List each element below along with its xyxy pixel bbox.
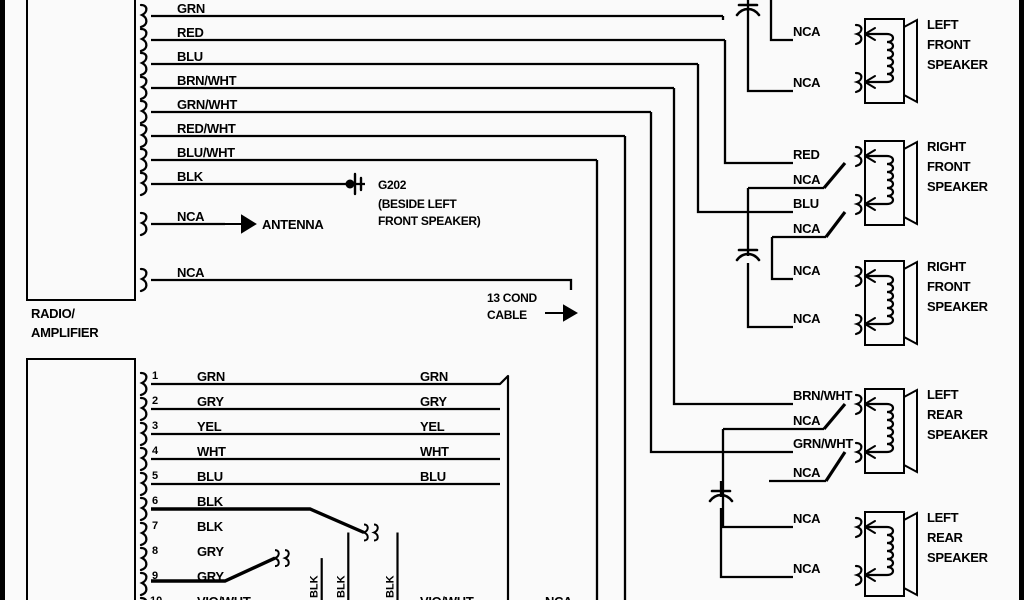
svg-text:FRONT: FRONT: [927, 279, 971, 294]
svg-text:RIGHT: RIGHT: [927, 139, 966, 154]
svg-text:NCA: NCA: [177, 265, 205, 280]
svg-text:NCA: NCA: [793, 263, 821, 278]
svg-text:CABLE: CABLE: [487, 308, 527, 322]
svg-text:BLK: BLK: [197, 494, 224, 509]
svg-text:BLU: BLU: [420, 469, 446, 484]
svg-text:NCA: NCA: [793, 75, 821, 90]
svg-text:GRY: GRY: [197, 394, 224, 409]
svg-text:ANTENNA: ANTENNA: [262, 217, 324, 232]
svg-text:LEFT: LEFT: [927, 387, 959, 402]
svg-text:VIO/WHT: VIO/WHT: [420, 594, 474, 600]
svg-text:GRN/WHT: GRN/WHT: [177, 97, 237, 112]
svg-text:GRN/WHT: GRN/WHT: [793, 436, 853, 451]
svg-text:13 COND: 13 COND: [487, 291, 538, 305]
svg-text:BLU/WHT: BLU/WHT: [177, 145, 235, 160]
svg-text:RED: RED: [177, 25, 204, 40]
svg-text:NCA: NCA: [793, 172, 821, 187]
svg-text:REAR: REAR: [927, 407, 964, 422]
svg-text:8: 8: [152, 545, 158, 557]
svg-text:NCA: NCA: [793, 561, 821, 576]
svg-text:LEFT: LEFT: [927, 510, 959, 525]
svg-text:RIGHT: RIGHT: [927, 259, 966, 274]
svg-text:6: 6: [152, 495, 158, 507]
svg-text:SPEAKER: SPEAKER: [927, 550, 989, 565]
svg-text:VIO/WHT: VIO/WHT: [197, 594, 251, 600]
svg-text:NCA: NCA: [793, 311, 821, 326]
svg-text:BLU: BLU: [177, 49, 203, 64]
svg-text:RADIO/: RADIO/: [31, 306, 75, 321]
svg-text:(BESIDE LEFT: (BESIDE LEFT: [378, 197, 457, 211]
svg-text:WHT: WHT: [197, 444, 226, 459]
svg-text:NCA: NCA: [793, 221, 821, 236]
svg-text:GRN: GRN: [420, 369, 448, 384]
svg-text:GRY: GRY: [420, 394, 447, 409]
svg-text:FRONT SPEAKER): FRONT SPEAKER): [378, 214, 481, 228]
svg-text:1: 1: [152, 370, 158, 382]
svg-text:RED: RED: [793, 147, 820, 162]
svg-text:5: 5: [152, 470, 158, 482]
svg-text:7: 7: [152, 520, 158, 532]
svg-text:REAR: REAR: [927, 530, 964, 545]
svg-text:SPEAKER: SPEAKER: [927, 179, 989, 194]
svg-text:NCA: NCA: [177, 209, 205, 224]
svg-text:NCA: NCA: [545, 594, 573, 600]
svg-text:FRONT: FRONT: [927, 37, 971, 52]
svg-text:RED/WHT: RED/WHT: [177, 121, 236, 136]
svg-text:YEL: YEL: [197, 419, 222, 434]
svg-text:BLK: BLK: [335, 575, 347, 598]
svg-text:SPEAKER: SPEAKER: [927, 299, 989, 314]
svg-text:NCA: NCA: [793, 413, 821, 428]
svg-text:YEL: YEL: [420, 419, 445, 434]
svg-text:2: 2: [152, 395, 158, 407]
svg-text:BLU: BLU: [197, 469, 223, 484]
svg-text:GRN: GRN: [177, 1, 205, 16]
svg-text:WHT: WHT: [420, 444, 449, 459]
svg-text:AMPLIFIER: AMPLIFIER: [31, 325, 99, 340]
svg-text:10: 10: [150, 595, 162, 600]
svg-text:BLK: BLK: [197, 519, 224, 534]
svg-text:BLK: BLK: [385, 575, 397, 598]
svg-text:BLK: BLK: [309, 575, 321, 598]
svg-text:G202: G202: [378, 178, 407, 192]
svg-text:GRN: GRN: [197, 369, 225, 384]
svg-text:NCA: NCA: [793, 465, 821, 480]
svg-text:LEFT: LEFT: [927, 17, 959, 32]
svg-text:SPEAKER: SPEAKER: [927, 427, 989, 442]
svg-text:3: 3: [152, 420, 158, 432]
svg-text:4: 4: [152, 445, 159, 457]
svg-text:BLK: BLK: [177, 169, 204, 184]
svg-text:NCA: NCA: [793, 511, 821, 526]
svg-text:BRN/WHT: BRN/WHT: [793, 388, 853, 403]
svg-text:BRN/WHT: BRN/WHT: [177, 73, 237, 88]
svg-text:NCA: NCA: [793, 24, 821, 39]
svg-text:SPEAKER: SPEAKER: [927, 57, 989, 72]
svg-text:BLU: BLU: [793, 196, 819, 211]
svg-text:GRY: GRY: [197, 544, 224, 559]
svg-text:FRONT: FRONT: [927, 159, 971, 174]
